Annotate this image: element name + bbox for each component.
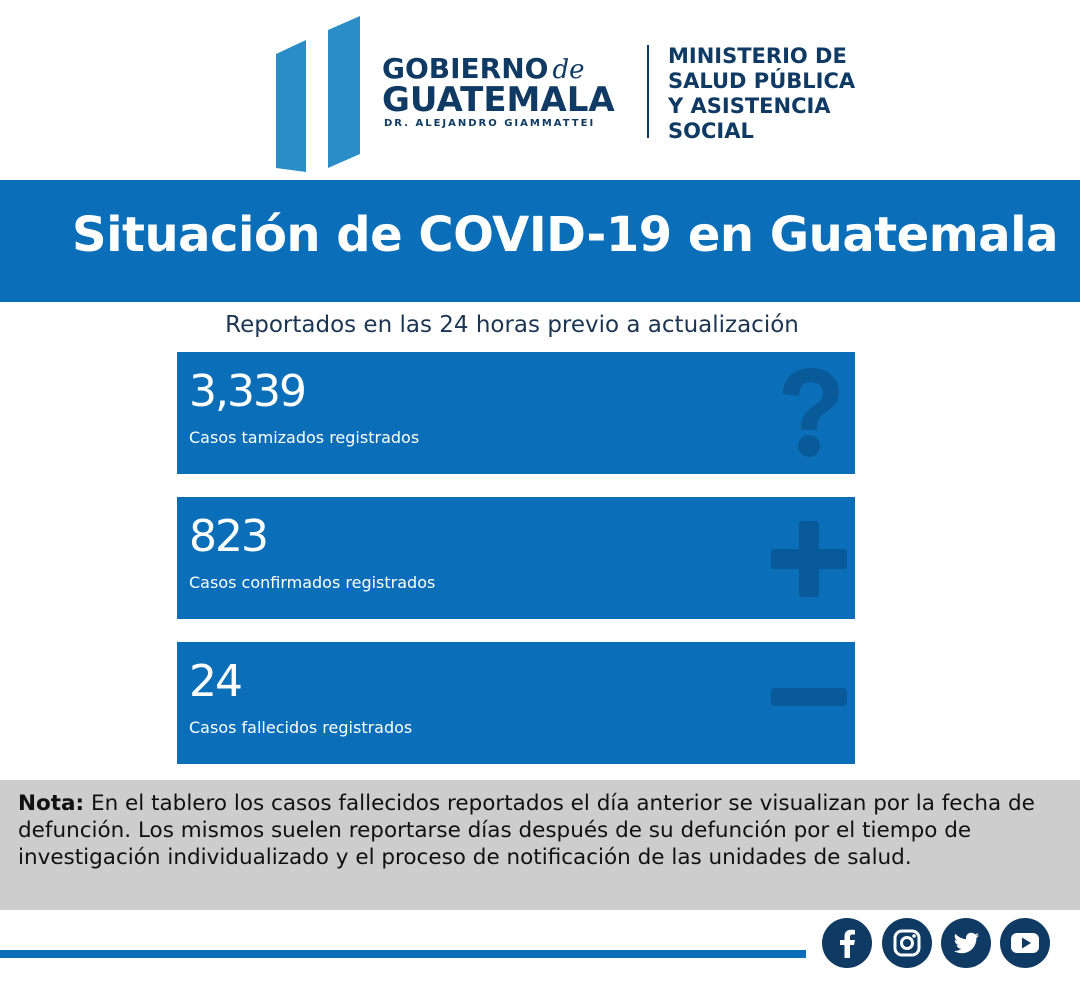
facebook-icon[interactable] — [822, 918, 872, 968]
president-name: DR. ALEJANDRO GIAMMATTEI — [384, 118, 596, 129]
stat-label: Casos confirmados registrados — [189, 573, 436, 592]
question-mark-icon — [783, 368, 839, 457]
note-body: En el tablero los casos fallecidos repor… — [18, 791, 1035, 870]
de-word: de — [552, 55, 585, 85]
title-banner — [0, 180, 1080, 302]
ministry-line: SOCIAL — [668, 119, 754, 143]
minus-icon — [771, 688, 847, 706]
ministry-line: MINISTERIO DE — [668, 44, 847, 68]
stat-value: 823 — [189, 511, 269, 562]
instagram-icon[interactable] — [882, 918, 932, 968]
stat-label: Casos tamizados registrados — [189, 428, 420, 447]
guatemala-logo-mark-icon — [276, 16, 360, 172]
twitter-icon[interactable] — [941, 918, 991, 968]
ministry-line: SALUD PÚBLICA — [668, 69, 856, 93]
note-text: Nota: En el tablero los casos fallecidos… — [18, 790, 1058, 871]
stat-value: 3,339 — [189, 366, 307, 417]
stat-label: Casos fallecidos registrados — [189, 718, 413, 737]
subtitle: Reportados en las 24 horas previo a actu… — [225, 312, 799, 338]
ministry-line: Y ASISTENCIA — [668, 94, 831, 118]
header-divider — [647, 45, 649, 138]
stat-card-fallecidos: 24 Casos fallecidos registrados — [177, 642, 855, 764]
ministry-name: MINISTERIO DE SALUD PÚBLICA Y ASISTENCIA… — [668, 44, 888, 144]
gobierno-word: GOBIERNO — [382, 52, 549, 85]
page-title: Situación de COVID-19 en Guatemala — [72, 207, 1058, 263]
gobierno-logo-text: GOBIERNO de GUATEMALA DR. ALEJANDRO GIAMM… — [382, 52, 632, 132]
note-label: Nota: — [18, 791, 85, 816]
plus-icon — [771, 521, 847, 597]
footer-line — [0, 950, 806, 958]
stat-value: 24 — [189, 656, 243, 707]
note-box: Nota: En el tablero los casos fallecidos… — [0, 780, 1080, 910]
stat-card-tamizados: 3,339 Casos tamizados registrados — [177, 352, 855, 474]
guatemala-word: GUATEMALA — [382, 80, 615, 120]
youtube-icon[interactable] — [1000, 918, 1050, 968]
stat-card-confirmados: 823 Casos confirmados registrados — [177, 497, 855, 619]
